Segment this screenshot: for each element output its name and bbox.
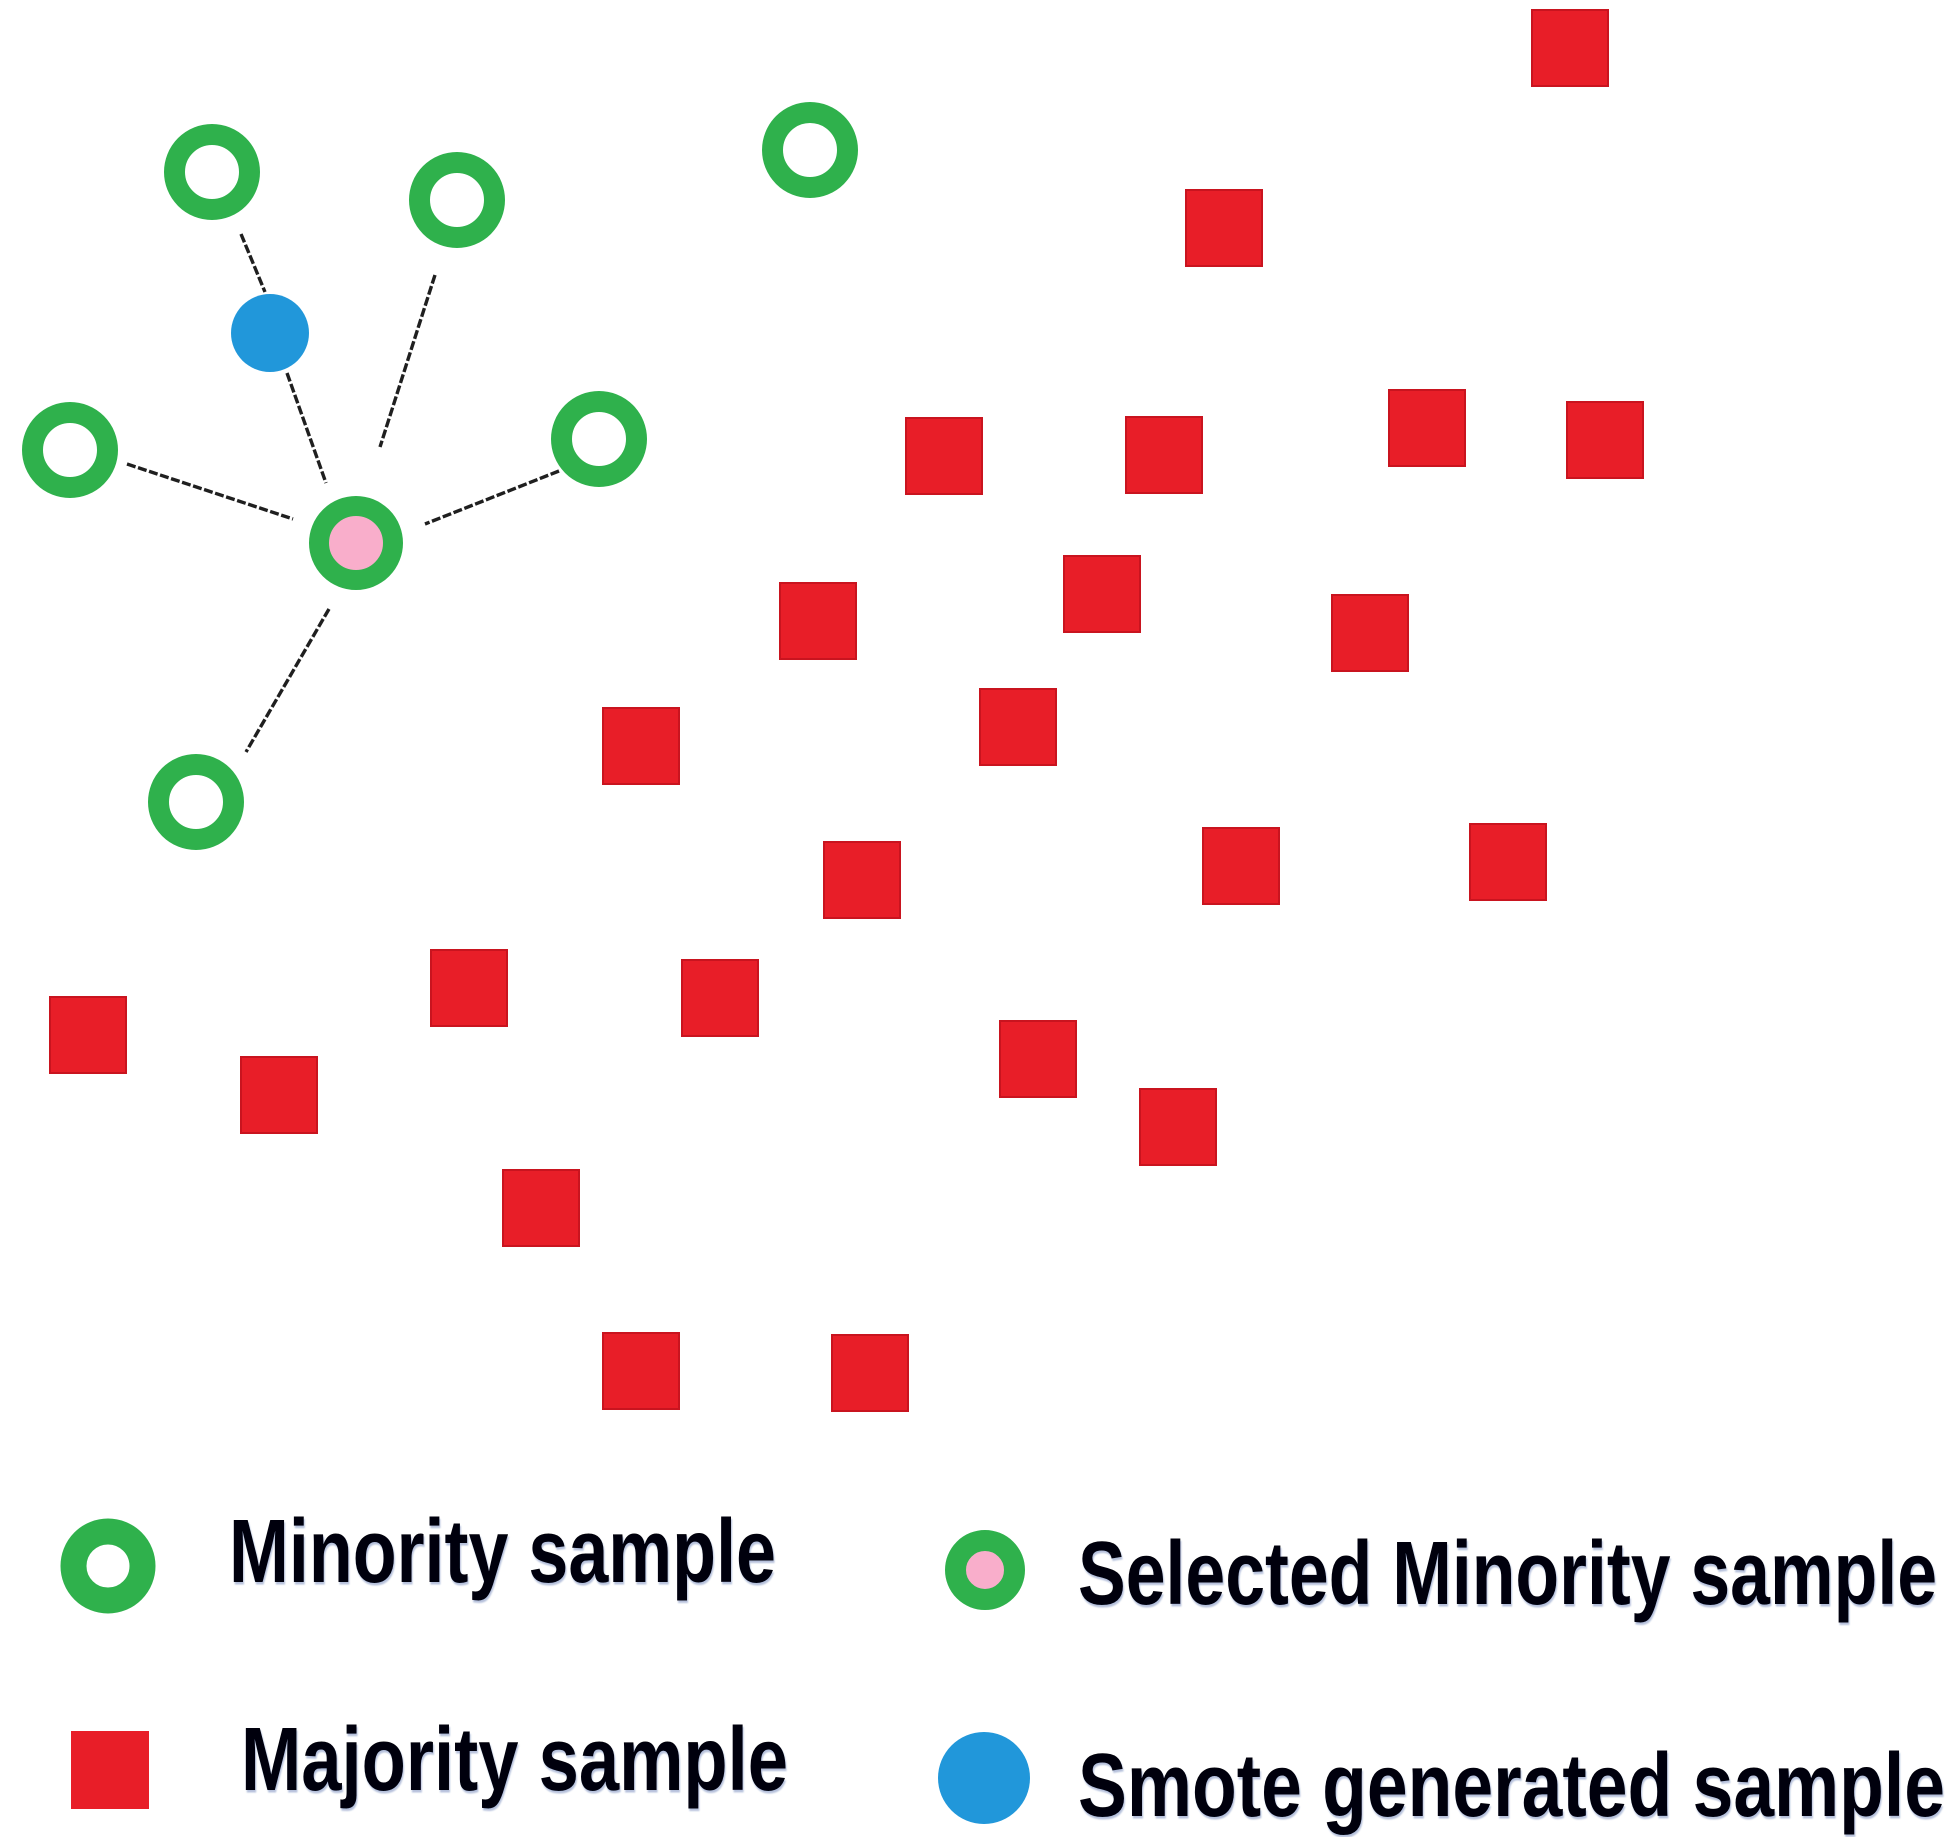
svg-text:Majority sample: Majority sample bbox=[241, 1710, 788, 1810]
svg-text:Minority sample: Minority sample bbox=[229, 1502, 776, 1602]
svg-text:Smote generated sample: Smote generated sample bbox=[1078, 1736, 1945, 1836]
svg-text:Selected Minority sample: Selected Minority sample bbox=[1078, 1524, 1937, 1624]
